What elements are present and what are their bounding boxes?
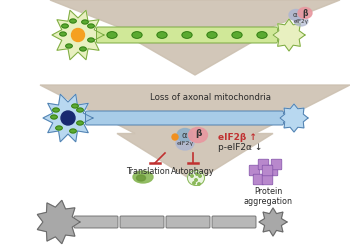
Polygon shape [40, 85, 350, 182]
FancyBboxPatch shape [262, 174, 273, 185]
Ellipse shape [257, 32, 267, 38]
FancyBboxPatch shape [249, 165, 260, 176]
Text: β: β [302, 8, 308, 18]
Ellipse shape [188, 170, 204, 186]
Ellipse shape [177, 128, 193, 141]
Text: Loss of axonal mitochondria: Loss of axonal mitochondria [149, 93, 271, 102]
Ellipse shape [71, 28, 84, 42]
Ellipse shape [195, 179, 197, 181]
Ellipse shape [72, 104, 78, 108]
Ellipse shape [196, 173, 198, 175]
Ellipse shape [70, 129, 76, 133]
FancyBboxPatch shape [262, 165, 273, 176]
Polygon shape [273, 19, 305, 51]
Ellipse shape [61, 111, 75, 125]
Ellipse shape [198, 183, 200, 185]
Ellipse shape [88, 24, 94, 28]
FancyBboxPatch shape [212, 216, 256, 228]
FancyBboxPatch shape [166, 216, 210, 228]
Ellipse shape [294, 16, 308, 26]
FancyBboxPatch shape [258, 159, 269, 170]
Polygon shape [37, 200, 80, 244]
Ellipse shape [136, 175, 146, 181]
Ellipse shape [132, 32, 142, 38]
Ellipse shape [51, 115, 57, 119]
Ellipse shape [77, 108, 83, 112]
Polygon shape [52, 10, 104, 60]
Polygon shape [43, 94, 93, 142]
Ellipse shape [189, 128, 208, 142]
Text: Translation: Translation [126, 167, 170, 176]
FancyBboxPatch shape [97, 27, 278, 43]
Ellipse shape [182, 32, 192, 38]
Text: eIF2γ: eIF2γ [294, 18, 308, 24]
Ellipse shape [62, 24, 68, 28]
FancyBboxPatch shape [267, 165, 278, 176]
Text: Autophagy: Autophagy [171, 167, 215, 176]
Ellipse shape [193, 182, 195, 184]
Ellipse shape [133, 171, 153, 183]
Text: β: β [195, 130, 201, 138]
Polygon shape [50, 0, 340, 75]
Ellipse shape [66, 44, 72, 48]
Ellipse shape [207, 32, 217, 38]
Ellipse shape [107, 32, 117, 38]
Text: p-eIF2α ↓: p-eIF2α ↓ [218, 142, 262, 152]
Ellipse shape [172, 134, 178, 140]
Ellipse shape [191, 175, 193, 177]
Ellipse shape [157, 32, 167, 38]
Text: α: α [181, 130, 187, 140]
Ellipse shape [80, 47, 86, 51]
FancyBboxPatch shape [74, 216, 118, 228]
Ellipse shape [199, 175, 201, 177]
Ellipse shape [232, 32, 242, 38]
Ellipse shape [176, 136, 194, 150]
Polygon shape [259, 208, 287, 236]
Polygon shape [280, 104, 308, 132]
Text: α: α [293, 12, 297, 18]
Ellipse shape [60, 32, 66, 36]
Text: Protein
aggregation: Protein aggregation [244, 187, 293, 206]
Ellipse shape [53, 108, 59, 112]
Ellipse shape [56, 126, 62, 130]
Ellipse shape [77, 121, 83, 125]
Ellipse shape [289, 10, 303, 20]
Ellipse shape [298, 8, 312, 18]
FancyBboxPatch shape [253, 174, 264, 185]
Ellipse shape [88, 38, 94, 42]
Ellipse shape [82, 20, 88, 24]
FancyBboxPatch shape [120, 216, 164, 228]
Text: eIF2β ↑: eIF2β ↑ [218, 134, 257, 142]
FancyBboxPatch shape [271, 159, 282, 170]
Text: eIF2γ: eIF2γ [176, 140, 194, 145]
FancyBboxPatch shape [85, 111, 284, 125]
Ellipse shape [70, 19, 76, 23]
